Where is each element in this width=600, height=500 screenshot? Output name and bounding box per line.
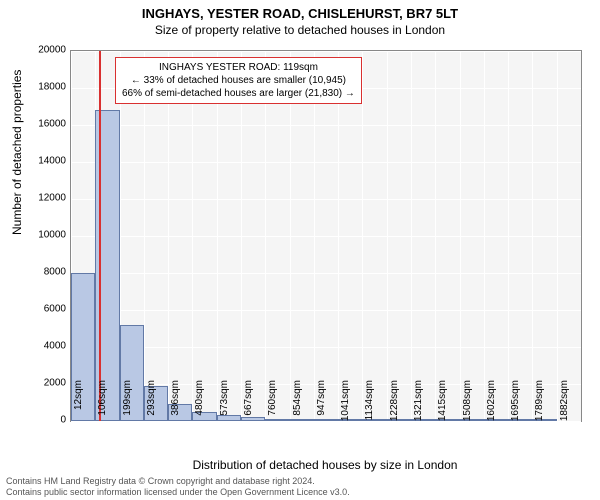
x-tick-label: 1041sqm <box>340 380 351 424</box>
x-tick-label: 1789sqm <box>534 380 545 424</box>
x-tick-label: 1321sqm <box>413 380 424 424</box>
gridline-v <box>168 51 169 421</box>
x-tick-label: 760sqm <box>267 380 278 424</box>
x-tick-label: 947sqm <box>316 380 327 424</box>
x-tick-label: 1228sqm <box>389 380 400 424</box>
gridline-h <box>71 273 581 274</box>
annotation-line3: 66% of semi-detached houses are larger (… <box>122 87 355 100</box>
footer-line1: Contains HM Land Registry data © Crown c… <box>6 476 350 487</box>
y-tick-label: 0 <box>26 415 66 426</box>
gridline-v <box>217 51 218 421</box>
gridline-v <box>532 51 533 421</box>
gridline-v <box>290 51 291 421</box>
gridline-h <box>71 199 581 200</box>
x-tick-label: 1695sqm <box>510 380 521 424</box>
y-axis-label: Number of detached properties <box>10 70 24 235</box>
y-tick-label: 6000 <box>26 304 66 315</box>
marker-annotation: INGHAYS YESTER ROAD: 119sqm ← 33% of det… <box>115 57 362 104</box>
gridline-h <box>71 125 581 126</box>
gridline-v <box>387 51 388 421</box>
gridline-v <box>241 51 242 421</box>
gridline-h <box>71 310 581 311</box>
y-tick-label: 2000 <box>26 378 66 389</box>
annotation-line1: INGHAYS YESTER ROAD: 119sqm <box>122 61 355 74</box>
x-tick-label: 106sqm <box>97 380 108 424</box>
x-tick-label: 854sqm <box>292 380 303 424</box>
gridline-v <box>435 51 436 421</box>
gridline-h <box>71 51 581 52</box>
gridline-h <box>71 162 581 163</box>
x-tick-label: 1134sqm <box>364 380 375 424</box>
chart-subtitle: Size of property relative to detached ho… <box>0 21 600 37</box>
property-marker-line <box>99 51 101 421</box>
chart-plot-area: INGHAYS YESTER ROAD: 119sqm ← 33% of det… <box>70 50 582 422</box>
y-tick-label: 4000 <box>26 341 66 352</box>
gridline-v <box>314 51 315 421</box>
gridline-h <box>71 347 581 348</box>
y-tick-label: 10000 <box>26 230 66 241</box>
footer-attribution: Contains HM Land Registry data © Crown c… <box>6 476 350 498</box>
x-tick-label: 667sqm <box>243 380 254 424</box>
gridline-v <box>460 51 461 421</box>
chart-title: INGHAYS, YESTER ROAD, CHISLEHURST, BR7 5… <box>0 0 600 21</box>
annotation-line2: ← 33% of detached houses are smaller (10… <box>122 74 355 87</box>
gridline-v <box>411 51 412 421</box>
gridline-v <box>557 51 558 421</box>
gridline-v <box>338 51 339 421</box>
gridline-v <box>362 51 363 421</box>
x-tick-label: 1602sqm <box>486 380 497 424</box>
x-tick-label: 573sqm <box>219 380 230 424</box>
y-tick-label: 12000 <box>26 193 66 204</box>
gridline-v <box>484 51 485 421</box>
gridline-h <box>71 236 581 237</box>
x-tick-label: 1882sqm <box>559 380 570 424</box>
x-tick-label: 199sqm <box>122 380 133 424</box>
footer-line2: Contains public sector information licen… <box>6 487 350 498</box>
y-tick-label: 18000 <box>26 82 66 93</box>
gridline-v <box>192 51 193 421</box>
x-tick-label: 1415sqm <box>437 380 448 424</box>
x-tick-label: 480sqm <box>194 380 205 424</box>
x-tick-label: 293sqm <box>146 380 157 424</box>
gridline-v <box>144 51 145 421</box>
chart-container: INGHAYS, YESTER ROAD, CHISLEHURST, BR7 5… <box>0 0 600 500</box>
y-tick-label: 16000 <box>26 119 66 130</box>
gridline-v <box>265 51 266 421</box>
x-axis-label: Distribution of detached houses by size … <box>70 458 580 472</box>
y-tick-label: 20000 <box>26 45 66 56</box>
x-tick-label: 12sqm <box>73 380 84 424</box>
x-tick-label: 386sqm <box>170 380 181 424</box>
gridline-v <box>508 51 509 421</box>
x-tick-label: 1508sqm <box>462 380 473 424</box>
y-tick-label: 14000 <box>26 156 66 167</box>
y-tick-label: 8000 <box>26 267 66 278</box>
